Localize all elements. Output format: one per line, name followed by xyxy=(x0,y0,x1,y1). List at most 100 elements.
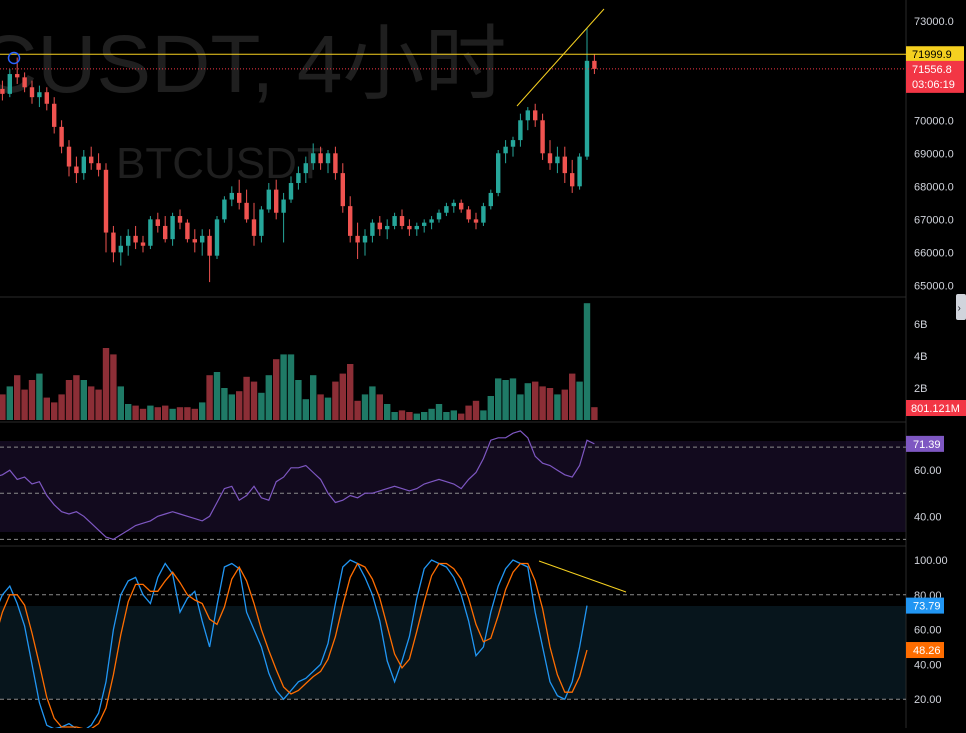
candle[interactable] xyxy=(170,212,175,246)
volume-bar[interactable] xyxy=(169,408,176,420)
candle[interactable] xyxy=(547,140,553,170)
candle[interactable] xyxy=(288,176,294,203)
candle[interactable] xyxy=(473,212,479,230)
volume-bar[interactable] xyxy=(258,392,265,420)
volume-bar[interactable] xyxy=(14,375,21,420)
volume-bar[interactable] xyxy=(250,381,258,420)
candle[interactable] xyxy=(118,235,123,266)
volume-bar[interactable] xyxy=(583,303,591,420)
candle[interactable] xyxy=(385,219,390,240)
volume-bar[interactable] xyxy=(443,412,450,420)
volume-bar[interactable] xyxy=(472,400,480,420)
candle[interactable] xyxy=(348,196,353,243)
candle[interactable] xyxy=(200,229,205,256)
volume-panel[interactable] xyxy=(0,303,598,420)
volume-bar[interactable] xyxy=(554,394,561,420)
volume-bar[interactable] xyxy=(280,354,287,420)
volume-bar[interactable] xyxy=(369,386,376,420)
volume-bar[interactable] xyxy=(28,380,36,420)
rsi-line[interactable] xyxy=(0,430,595,541)
candle[interactable] xyxy=(237,179,242,210)
candle[interactable] xyxy=(44,87,49,111)
stoch-k-badge[interactable]: 73.79 xyxy=(906,597,944,614)
candle[interactable] xyxy=(192,229,197,253)
volume-bar[interactable] xyxy=(88,386,95,420)
volume-bar[interactable] xyxy=(569,373,576,420)
candle[interactable] xyxy=(577,153,582,190)
candle[interactable] xyxy=(251,202,257,246)
volume-bar[interactable] xyxy=(58,394,65,420)
volume-bar[interactable] xyxy=(51,402,58,420)
volume-bar[interactable] xyxy=(206,375,213,420)
volume-bar[interactable] xyxy=(332,381,339,420)
volume-bar[interactable] xyxy=(65,380,73,420)
volume-bar[interactable] xyxy=(398,410,406,420)
volume-bar[interactable] xyxy=(480,410,487,420)
candle[interactable] xyxy=(214,216,220,259)
volume-bar[interactable] xyxy=(125,404,132,420)
candle[interactable] xyxy=(355,222,360,259)
candle[interactable] xyxy=(362,229,368,256)
current-price-badge[interactable]: 71556.8 03:06:19 xyxy=(906,60,964,93)
horizontal-line-price-badge[interactable]: 71999.9 xyxy=(906,46,964,63)
candle[interactable] xyxy=(281,192,286,243)
volume-bar[interactable] xyxy=(502,380,509,420)
volume-bar[interactable] xyxy=(561,389,568,420)
stoch-k-line[interactable] xyxy=(0,559,588,732)
volume-bar[interactable] xyxy=(162,405,169,420)
volume-bar[interactable] xyxy=(532,381,539,420)
volume-bar[interactable] xyxy=(391,412,398,420)
volume-bar[interactable] xyxy=(465,405,472,420)
volume-bar[interactable] xyxy=(295,380,302,420)
volume-bar[interactable] xyxy=(406,412,413,420)
trendline-stoch-divergence[interactable] xyxy=(538,560,627,593)
candle[interactable] xyxy=(126,229,131,256)
candle[interactable] xyxy=(140,235,146,253)
volume-bar[interactable] xyxy=(0,394,6,420)
volume-bar[interactable] xyxy=(132,405,139,420)
candle[interactable] xyxy=(340,163,345,213)
stoch-d-line[interactable] xyxy=(0,562,588,730)
volume-bar[interactable] xyxy=(458,413,465,420)
candle[interactable] xyxy=(311,143,316,170)
candle[interactable] xyxy=(392,212,397,230)
volume-bar[interactable] xyxy=(117,386,124,420)
price-axis[interactable]: 73000.0 70000.0 69000.0 68000.0 67000.0 66000… xyxy=(906,16,966,733)
candle[interactable] xyxy=(222,196,227,223)
volume-bar[interactable] xyxy=(36,373,43,420)
candle[interactable] xyxy=(207,229,212,283)
volume-bar[interactable] xyxy=(361,394,369,420)
volume-bar[interactable] xyxy=(176,407,184,420)
volume-bar[interactable] xyxy=(324,397,332,420)
candle[interactable] xyxy=(52,97,57,134)
candle[interactable] xyxy=(466,206,471,223)
candle[interactable] xyxy=(155,212,160,233)
candle[interactable] xyxy=(22,72,27,93)
volume-bar[interactable] xyxy=(539,386,546,420)
volume-bar[interactable] xyxy=(21,389,28,420)
candle[interactable] xyxy=(318,146,323,170)
candle[interactable] xyxy=(503,140,508,164)
candle[interactable] xyxy=(229,186,234,207)
candle[interactable] xyxy=(459,199,464,213)
candle[interactable] xyxy=(488,189,493,210)
volume-bar[interactable] xyxy=(421,412,428,420)
candle[interactable] xyxy=(7,69,12,98)
candle[interactable] xyxy=(0,80,5,101)
rsi-panel[interactable] xyxy=(0,430,906,541)
volume-bar[interactable] xyxy=(591,407,598,420)
volume-bar[interactable] xyxy=(287,354,295,420)
candle[interactable] xyxy=(496,150,501,197)
volume-bar[interactable] xyxy=(413,413,420,420)
volume-current-badge[interactable]: 801.121M xyxy=(906,400,966,416)
volume-bar[interactable] xyxy=(95,389,102,420)
candle[interactable] xyxy=(481,202,486,226)
candle[interactable] xyxy=(414,222,419,236)
volume-bar[interactable] xyxy=(154,407,161,420)
volume-bar[interactable] xyxy=(102,348,110,420)
volume-bar[interactable] xyxy=(384,404,391,420)
volume-bar[interactable] xyxy=(184,407,191,420)
volume-bar[interactable] xyxy=(310,375,317,420)
candle[interactable] xyxy=(163,216,168,243)
candle[interactable] xyxy=(436,209,442,223)
